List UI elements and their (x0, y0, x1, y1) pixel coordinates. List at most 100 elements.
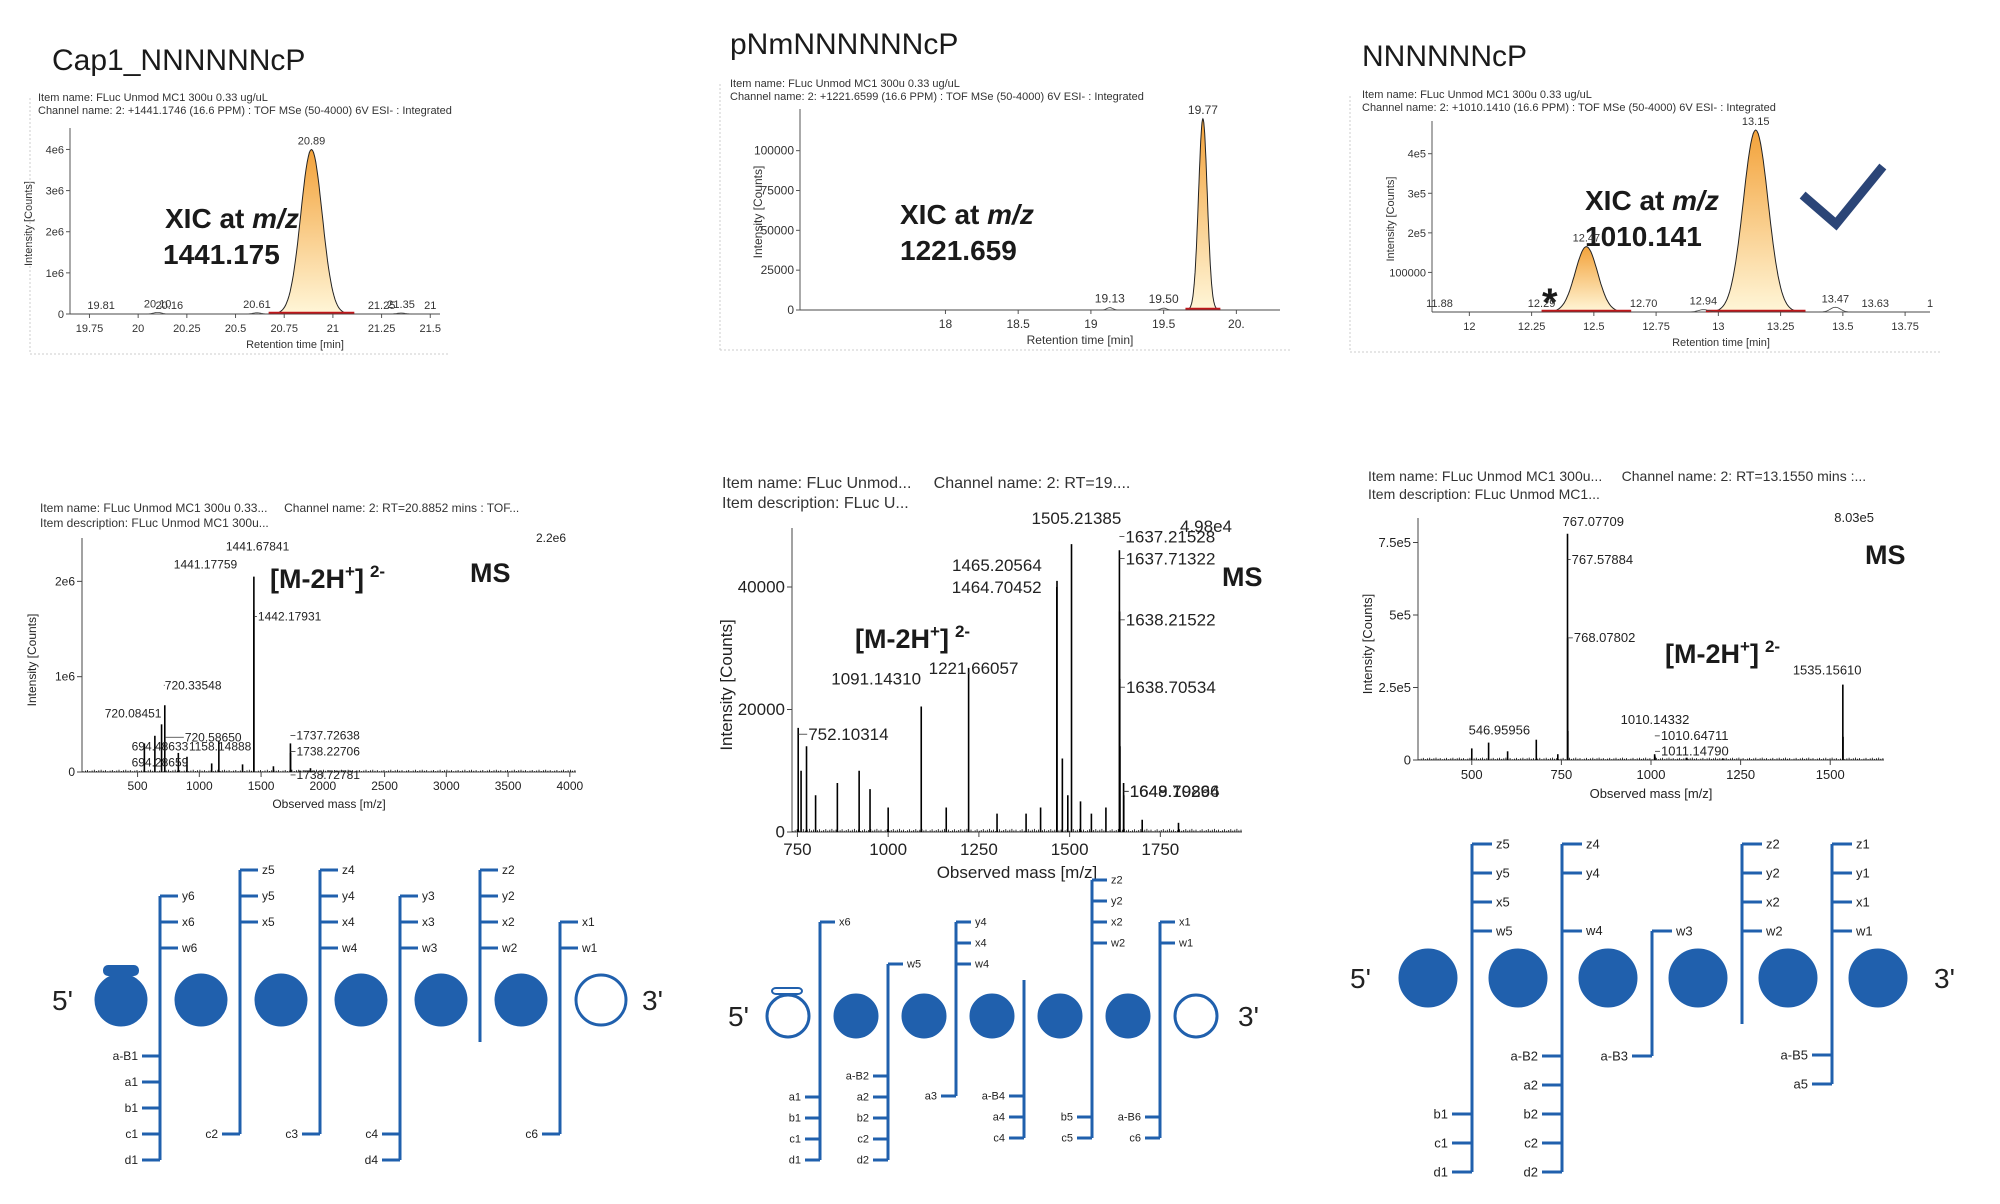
xic1-ylabel: Intensity [Counts] (23, 181, 35, 266)
ms2-peak-label: 1649.19864 (1130, 782, 1220, 801)
fragment-label: z4 (342, 863, 355, 877)
ms3-ion-label: [M-2H+] 2- (1665, 637, 1780, 669)
fragment-label: y4 (342, 889, 355, 903)
ms2-peak-label: 1464.70452 (952, 578, 1042, 597)
fragment-label: d2 (1524, 1164, 1538, 1179)
fragment-label: b5 (1061, 1112, 1073, 1124)
panel3-ms-header-1: Item name: FLuc Unmod MC1 300u... Channe… (1368, 468, 1867, 484)
fragment-label: a-B1 (113, 1049, 139, 1063)
ms3-peak-label: 767.57884 (1572, 552, 1633, 567)
fragment-label: y4 (1586, 865, 1600, 880)
xic3-peak-label: 13.63 (1861, 298, 1889, 310)
nucleotide-circle (1848, 948, 1908, 1008)
ms1-xlabel: Observed mass [m/z] (272, 797, 385, 811)
xic3-xtick-label: 13.25 (1767, 321, 1795, 333)
ms2-xtick-label: 1250 (960, 840, 998, 859)
fragment-label: x1 (1179, 917, 1191, 929)
nucleotide-circle (174, 973, 228, 1027)
xic3-ytick-label: 3e5 (1408, 188, 1426, 200)
ms1-peak-label: 1737.72638 (296, 728, 360, 742)
fragment-label: a-B5 (1781, 1047, 1808, 1062)
ms3-ytick-label: 5e5 (1389, 607, 1411, 622)
ms3-peak-label: 1535.15610 (1793, 663, 1862, 678)
xic3-peak-label: 11.88 (1426, 298, 1453, 310)
nucleotide-circle (1578, 948, 1638, 1008)
xic2-annotation: XIC at m/z (900, 199, 1034, 230)
ms1-xtick-label: 3000 (433, 779, 460, 793)
xic1-peak-label: 20.10 (144, 298, 172, 310)
cap-bar-icon (771, 987, 803, 995)
fragment-label: a1 (125, 1075, 139, 1089)
five-prime-label: 5' (728, 1001, 749, 1032)
xic3-xtick-label: 13.75 (1891, 321, 1919, 333)
ms1-xtick-label: 1000 (186, 779, 213, 793)
fragment-label: b1 (1434, 1106, 1448, 1121)
xic1-peak-label: 19.81 (87, 300, 115, 312)
fragment-label: w2 (1110, 938, 1125, 950)
fragment-label: c1 (125, 1127, 138, 1141)
xic3-trace (1432, 306, 1930, 313)
fragment-label: z1 (1856, 836, 1870, 851)
nucleotide-circle (494, 973, 548, 1027)
xic2-xtick-label: 19 (1084, 317, 1098, 331)
xic1-ytick-label: 3e6 (46, 186, 64, 198)
nucleotide-circle (1758, 948, 1818, 1008)
fragment-label: c2 (205, 1127, 218, 1141)
xic3-annotation-mz: 1010.141 (1585, 221, 1702, 252)
xic2-ytick-label: 25000 (761, 263, 795, 277)
nucleotide-circle (1488, 948, 1548, 1008)
xic1-ytick-label: 2e6 (46, 227, 64, 239)
fragment-label: b1 (789, 1113, 801, 1125)
fragment-label: x2 (502, 915, 515, 929)
fragment-label: d4 (365, 1153, 379, 1167)
ms1-peak-label: 694.48633 (132, 739, 189, 753)
xic3-ytick-label: 100000 (1389, 267, 1426, 279)
xic3-peak-label: 12.47 (1573, 233, 1601, 245)
xic1-annotation: XIC at m/z (165, 203, 299, 234)
fragment-label: c1 (1434, 1135, 1448, 1150)
xic2-peak-label: 19.50 (1149, 292, 1179, 306)
nucleotide-circle (254, 973, 308, 1027)
xic2-ytick-label: 0 (787, 303, 794, 317)
fragment-label: b1 (125, 1101, 139, 1115)
fragment-label: y1 (1856, 865, 1870, 880)
xic3-chart: XIC at m/z 1010.141 * 100000 2e5 3e5 4e5 12 1… (1349, 96, 1940, 353)
fragment-label: x2 (1111, 917, 1123, 929)
panel2-xic-header-2: Channel name: 2: +1221.6599 (16.6 PPM) :… (730, 91, 1144, 103)
nucleotide-circle (574, 973, 628, 1027)
fragment-label: x2 (1766, 894, 1780, 909)
panel3-xic-header-1: Item name: FLuc Unmod MC1 300u 0.33 ug/u… (1362, 89, 1592, 101)
ms2-ion-label: [M-2H+] 2- (855, 622, 970, 654)
fragment-label: z5 (262, 863, 275, 877)
nucleotide-circle (901, 993, 947, 1039)
fragment-label: a3 (925, 1091, 937, 1103)
fragment-label: x1 (582, 915, 595, 929)
xic2-peak-label: 19.13 (1095, 292, 1125, 306)
fragment-label: w4 (1585, 923, 1603, 938)
ms1-noise (82, 769, 576, 772)
xic3-peak-label: 13.15 (1742, 116, 1770, 128)
fragment-label: z5 (1496, 836, 1510, 851)
fragment-label: a2 (857, 1092, 869, 1104)
xic2-peak-label: 19.77 (1188, 103, 1218, 117)
nucleotide-circle (1398, 948, 1458, 1008)
xic1-xlabel: Retention time [min] (246, 339, 344, 351)
ms3-xtick-label: 500 (1461, 767, 1483, 782)
panel3-xic-header-2: Channel name: 2: +1010.1410 (16.6 PPM) :… (1362, 102, 1776, 114)
panel1-ms-header-1: Item name: FLuc Unmod MC1 300u 0.33... C… (40, 501, 520, 515)
three-prime-label: 3' (642, 985, 663, 1016)
xic1-peak-label: 21.35 (387, 299, 415, 311)
fragment-label: c2 (1524, 1135, 1538, 1150)
fragment-label: w2 (1765, 923, 1783, 938)
xic1-peak-line (268, 148, 355, 315)
xic3-peak-label: 13.47 (1822, 293, 1850, 305)
xic1-xtick-label: 21.5 (420, 323, 441, 335)
fragment-label: y5 (1496, 865, 1510, 880)
seqmap3: 5' 3' z5 y5 x5 w5 z4 y4 w3 z2 y2 x2 w2 z1 y1 x1 w1 b1 c1 d1… (1350, 836, 1955, 1179)
ms1-ytick-label: 0 (68, 765, 75, 779)
nucleotide-circle (414, 973, 468, 1027)
ms1-chart: [M-2H+] 2- MS 0 1e6 2e6 500 1000 1500 2000 2500 3… (25, 531, 583, 811)
panel3-title: NNNNNNcP (1362, 40, 1527, 73)
xic2-xtick-label: 20. (1228, 317, 1245, 331)
xic3-peak-fill (1705, 130, 1806, 312)
